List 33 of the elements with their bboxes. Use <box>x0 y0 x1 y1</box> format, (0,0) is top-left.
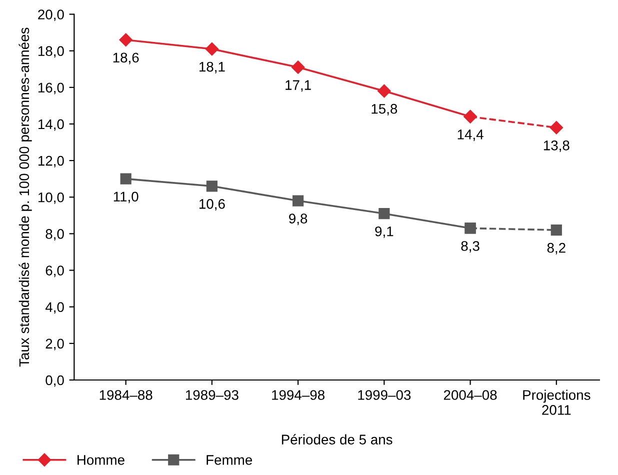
data-label: 10,6 <box>199 199 225 210</box>
x-tick-label: 1989–93 <box>186 390 238 400</box>
data-label: 17,1 <box>286 80 311 92</box>
y-tick-label: 6,0 <box>46 266 64 278</box>
data-label: 18,1 <box>199 62 225 74</box>
y-tick-label: 16,0 <box>38 82 64 94</box>
x-tick-label: 1984–88 <box>100 390 152 400</box>
x-axis-title: Périodes de 5 ans <box>282 434 392 444</box>
y-tick-label: 18,0 <box>38 46 64 58</box>
y-axis-title: Taux standardisé monde p. 100 000 personnes-années <box>18 28 32 367</box>
y-tick-label: 8,0 <box>46 229 64 241</box>
data-label: 18,6 <box>113 52 139 64</box>
x-tick-label: Projections 2011 <box>523 390 590 415</box>
y-tick-label: 10,0 <box>38 192 64 204</box>
y-tick-label: 4,0 <box>45 302 64 314</box>
y-tick-label: 2,0 <box>46 338 64 350</box>
legend-label: Femme <box>206 455 252 465</box>
data-label: 9,8 <box>289 214 308 226</box>
data-label: 14,4 <box>458 130 484 141</box>
x-tick-label: 2004–08 <box>444 390 497 400</box>
data-label: 13,8 <box>544 140 570 152</box>
data-label: 9,1 <box>375 226 394 238</box>
y-tick-label: 14,0 <box>38 119 64 131</box>
y-tick-label: 12,0 <box>38 156 64 168</box>
data-label: 8,2 <box>547 242 566 254</box>
y-tick-label: 20,0 <box>38 10 64 22</box>
data-label: 15,8 <box>372 104 398 116</box>
y-tick-label: 0,0 <box>46 375 64 387</box>
x-tick-label: 1999–03 <box>358 390 411 400</box>
data-label: 11,0 <box>114 192 138 204</box>
x-tick-label: 1994–98 <box>272 390 324 400</box>
legend-label: Homme <box>78 455 124 465</box>
data-label: 8,3 <box>461 241 480 253</box>
